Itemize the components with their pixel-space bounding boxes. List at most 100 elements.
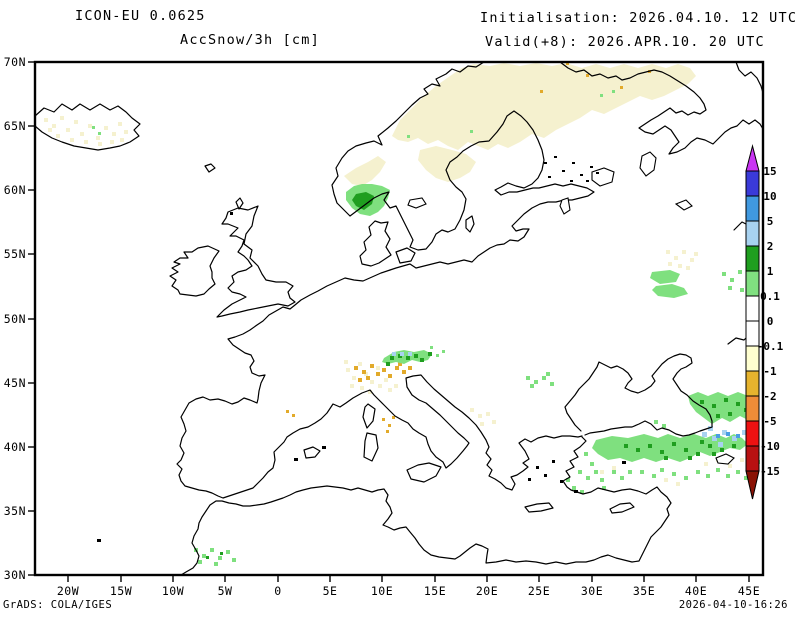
lon-label-5W: 5W	[218, 584, 233, 598]
lake-onega	[639, 151, 657, 177]
colorbar-arrow-up	[745, 144, 760, 172]
lat-label-40N: 40N	[4, 440, 26, 454]
colorbar-segment	[745, 170, 760, 197]
coast-sardinia	[363, 432, 379, 462]
iceland-snow-dots	[92, 126, 101, 135]
colorbar-label--5: -5	[763, 415, 776, 428]
coast-kola-whitesea	[559, 61, 764, 155]
russia-melt-speckles	[666, 250, 698, 270]
longitude-axis: 20W 15W 10W 5W 0 5E 10E 15E 20E 25E 30E 35E 40E 45E	[57, 575, 760, 598]
coast-crete	[524, 502, 554, 513]
colorbar-segment	[745, 195, 760, 222]
colorbar-arrow-down	[745, 470, 760, 500]
coast-faroe-shetland	[204, 163, 244, 210]
coast-gotland	[465, 215, 475, 233]
atlas-snow-cores	[206, 552, 223, 559]
alps-gold-dots	[354, 362, 412, 382]
alps-paleblue-streak	[392, 352, 412, 356]
lon-label-10W: 10W	[162, 584, 184, 598]
lat-label-50N: 50N	[4, 312, 26, 326]
colorbar-label-15: 15	[763, 165, 776, 178]
alps-east-green-dots	[430, 346, 445, 357]
alps-melt-speckles	[344, 360, 496, 426]
apennine-gold-dots	[382, 416, 395, 433]
anatolia-snow-band	[592, 434, 748, 462]
coast-west-europe	[176, 269, 583, 499]
iceland-melt-speckles	[44, 116, 128, 146]
south-anatolia-green-dots	[640, 460, 760, 480]
lat-label-45N: 45N	[4, 376, 26, 390]
coast-sicily	[406, 462, 442, 483]
colorbar-label--2: -2	[763, 390, 776, 403]
colorbar-segment	[745, 295, 760, 322]
norway-inland-melt	[344, 156, 386, 186]
lon-label-5E: 5E	[323, 584, 338, 598]
colorbar-label-0.1: 0.1	[760, 290, 780, 303]
lat-label-70N: 70N	[4, 55, 26, 69]
colorbar-segment	[745, 420, 760, 447]
lon-label-10E: 10E	[371, 584, 393, 598]
colorbar-label-2: 2	[767, 240, 774, 253]
russia-snow-patch-2	[652, 284, 688, 298]
variable-title: AccSnow/3h [cm]	[180, 32, 320, 48]
lon-label-35E: 35E	[633, 584, 655, 598]
lapland-green-dots	[407, 90, 615, 138]
model-title: ICON-EU 0.0625	[75, 8, 206, 24]
anatolia-snow-cores	[624, 440, 736, 460]
colorbar-label--1: -1	[763, 365, 777, 378]
coast-great-britain	[216, 205, 296, 318]
colorbar-legend: 15 10 5 2 1 0.1 0 -0.1 -1 -2 -5 -10 -15	[745, 144, 784, 500]
latitude-axis: 70N 65N 60N 55N 50N 45N 40N 35N 30N	[4, 55, 35, 582]
coast-iceland	[34, 103, 141, 151]
lon-label-15E: 15E	[424, 584, 446, 598]
lat-label-30N: 30N	[4, 568, 26, 582]
lon-label-15W: 15W	[110, 584, 132, 598]
colorbar-label-10: 10	[763, 190, 776, 203]
balkan-green-dots	[526, 372, 554, 388]
lon-label-20E: 20E	[476, 584, 498, 598]
lon-label-30E: 30E	[581, 584, 603, 598]
lat-label-35N: 35N	[4, 504, 26, 518]
lakes	[407, 151, 735, 465]
caucasus-paleblue-dots	[702, 426, 747, 447]
colorbar-label--15: -15	[760, 465, 780, 478]
lon-label-40E: 40E	[685, 584, 707, 598]
lon-label-20W: 20W	[57, 584, 79, 598]
sweden-melt-field	[418, 146, 476, 182]
colorbar-segment	[745, 270, 760, 297]
lat-label-65N: 65N	[4, 119, 26, 133]
colorbar-label--0.1: -0.1	[757, 340, 784, 353]
caucasus-skyblue-dots	[716, 432, 740, 438]
grads-credit: GrADS: COLA/IGES	[3, 599, 112, 611]
coast-black-sea	[564, 353, 713, 437]
west-anatolia-green-dots	[566, 420, 666, 494]
lat-label-55N: 55N	[4, 247, 26, 261]
coast-balearics	[303, 446, 321, 459]
lon-label-25E: 25E	[528, 584, 550, 598]
coast-corsica	[362, 403, 376, 429]
snow-data-patches	[44, 62, 760, 566]
lapland-melt-field	[392, 63, 696, 150]
russia-snow-patch-1	[650, 270, 680, 284]
colorbar-segment	[745, 370, 760, 397]
pyrenees-flecks	[286, 410, 295, 417]
lake-van	[715, 453, 735, 465]
init-time-label: Initialisation: 2026.04.10. 12 UTC	[480, 10, 797, 26]
colorbar-label-5: 5	[767, 215, 774, 228]
lake-peipus	[559, 197, 571, 215]
lon-label-0: 0	[274, 584, 281, 598]
valid-time-label: Valid(+8): 2026.APR.10. 20 UTC	[485, 34, 765, 50]
lake-ladoga	[591, 167, 615, 187]
lat-label-60N: 60N	[4, 183, 26, 197]
render-timestamp: 2026-04-10-16:26	[679, 599, 788, 611]
coast-turkey-north-africa	[180, 436, 672, 576]
colorbar-segment	[745, 245, 760, 272]
coast-cyprus	[609, 502, 635, 514]
caucasus-snow-band	[688, 392, 756, 424]
lake-vanern	[407, 197, 427, 209]
colorbar-label-1: 1	[767, 265, 774, 278]
coast-ireland	[169, 245, 220, 297]
colorbar-segment	[745, 220, 760, 247]
